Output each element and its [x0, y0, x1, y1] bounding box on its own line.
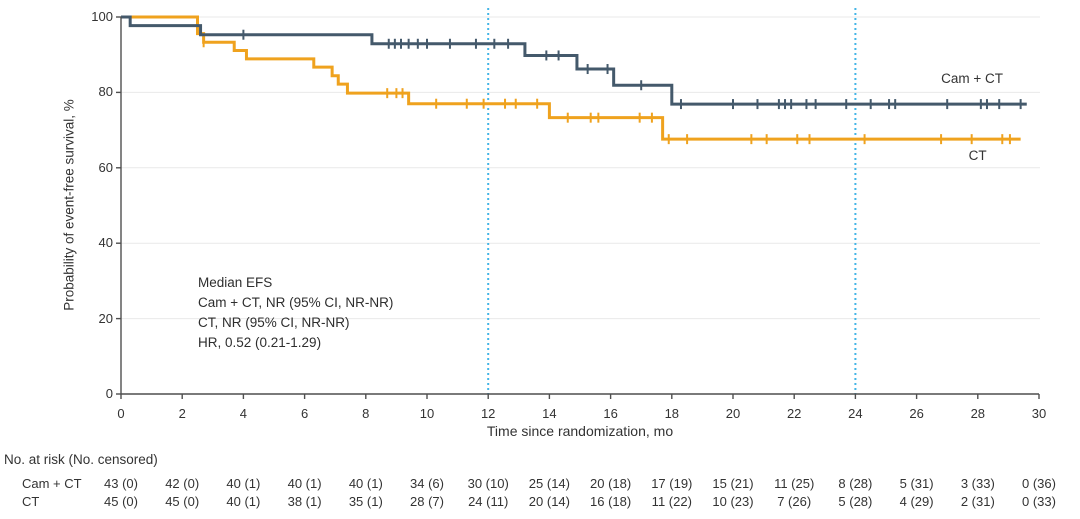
- x-tick-label-4: 4: [239, 406, 248, 421]
- y-tick-label-100: 100: [91, 9, 113, 24]
- risk-cell: 17 (19): [651, 476, 693, 491]
- y-tick-label-0: 0: [105, 386, 113, 401]
- x-tick-label-26: 26: [909, 406, 924, 421]
- risk-cell: 16 (18): [589, 494, 632, 509]
- x-tick-label-18: 18: [664, 406, 680, 421]
- risk-cell: 4 (29): [899, 494, 934, 509]
- median-efs-annotation: Median EFS Cam + CT, NR (95% CI, NR-NR) …: [198, 273, 393, 353]
- x-tick-label-6: 6: [300, 406, 309, 421]
- risk-cell: 40 (1): [348, 476, 383, 491]
- x-tick-label-16: 16: [603, 406, 618, 421]
- risk-cell: 42 (0): [165, 476, 200, 491]
- series-label-ct: CT: [968, 147, 987, 163]
- annotation-median-efs-heading: Median EFS: [198, 275, 273, 290]
- x-tick-label-28: 28: [970, 406, 986, 421]
- risk-cell: 28 (7): [410, 494, 444, 509]
- annotation-ct-median: CT, NR (95% CI, NR-NR): [198, 315, 350, 330]
- risk-row-label-camct: Cam + CT: [22, 476, 82, 491]
- y-tick-label-80: 80: [98, 84, 113, 100]
- risk-cell: 5 (31): [899, 476, 934, 491]
- risk-cell: 0 (33): [1022, 494, 1056, 509]
- risk-table-header: No. at risk (No. censored): [4, 452, 158, 467]
- risk-cell: 40 (1): [226, 476, 261, 491]
- risk-cell: 30 (10): [467, 476, 509, 491]
- risk-cell: 8 (28): [838, 476, 873, 491]
- risk-cell: 15 (21): [712, 476, 754, 491]
- risk-cell: 11 (22): [651, 494, 692, 509]
- risk-cell: 45 (0): [104, 494, 138, 509]
- risk-row-label-ct: CT: [22, 494, 40, 509]
- annotation-camct-median: Cam + CT, NR (95% CI, NR-NR): [198, 295, 394, 310]
- risk-cell: 43 (0): [104, 476, 138, 491]
- risk-cell: 35 (1): [348, 494, 383, 509]
- risk-cell: 20 (18): [589, 476, 632, 491]
- x-tick-label-24: 24: [848, 406, 863, 421]
- x-tick-label-0: 0: [117, 406, 125, 421]
- risk-cell: 2 (31): [960, 494, 995, 509]
- x-tick-label-30: 30: [1031, 406, 1047, 421]
- y-tick-label-60: 60: [98, 159, 113, 175]
- x-tick-label-10: 10: [419, 406, 435, 421]
- y-tick-label-20: 20: [98, 310, 113, 326]
- risk-cell: 0 (36): [1022, 476, 1056, 491]
- x-tick-label-14: 14: [542, 406, 557, 421]
- risk-cell: 40 (1): [226, 494, 261, 509]
- x-tick-label-8: 8: [362, 406, 370, 421]
- km-curve-camct: [121, 15, 1027, 106]
- risk-cell: 24 (11): [468, 494, 509, 509]
- risk-cell: 34 (6): [410, 476, 444, 491]
- risk-cell: 3 (33): [960, 476, 995, 491]
- risk-cell: 45 (0): [165, 494, 200, 509]
- x-axis-title: Time since randomization, mo: [486, 423, 674, 439]
- risk-cell: 11 (25): [774, 476, 815, 491]
- x-tick-label-20: 20: [725, 406, 741, 421]
- risk-cell: 20 (14): [528, 494, 570, 509]
- annotation-hazard-ratio: HR, 0.52 (0.21-1.29): [198, 335, 322, 350]
- risk-cell: 7 (26): [777, 494, 812, 509]
- series-label-camct: Cam + CT: [941, 70, 1003, 86]
- y-tick-label-40: 40: [98, 235, 113, 251]
- risk-cell: 25 (14): [528, 476, 570, 491]
- y-axis-title: Probability of event-free survival, %: [61, 99, 77, 311]
- x-tick-label-2: 2: [178, 406, 186, 421]
- risk-cell: 10 (23): [712, 494, 754, 509]
- risk-cell: 40 (1): [287, 476, 322, 491]
- risk-cell: 5 (28): [838, 494, 873, 509]
- x-tick-label-22: 22: [786, 406, 802, 421]
- risk-cell: 38 (1): [287, 494, 322, 509]
- x-tick-label-12: 12: [480, 406, 496, 421]
